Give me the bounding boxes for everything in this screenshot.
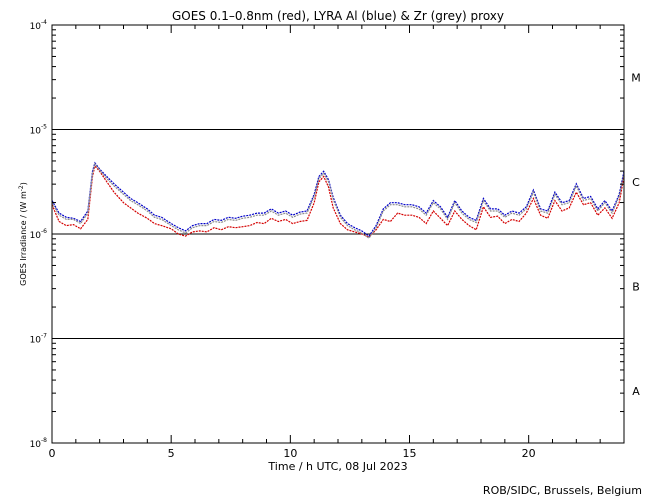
y-tick-base: 10 <box>30 231 42 241</box>
y-tick-exponent: -4 <box>41 19 47 26</box>
x-tick-label: 0 <box>49 447 56 460</box>
flare-class-label: M <box>631 71 641 84</box>
y-tick-exponent: -7 <box>41 333 47 340</box>
x-axis-ticks: 0 5 10 15 20 <box>49 25 625 460</box>
series-group <box>51 161 625 240</box>
series-line-1 <box>51 161 625 237</box>
x-tick-label: 5 <box>168 447 175 460</box>
class-lines <box>52 129 624 339</box>
y-tick-label: 10-5 <box>30 124 48 137</box>
flare-class-label: B <box>632 280 640 293</box>
y-axis-label: GOES Irradiance / (W m-2) <box>18 182 28 286</box>
y-tick-label: 10-6 <box>30 228 48 241</box>
y-tick-base: 10 <box>30 22 42 32</box>
flare-class-label: C <box>632 176 640 189</box>
y-tick-exponent: -5 <box>41 124 47 131</box>
x-tick-label: 10 <box>283 447 297 460</box>
x-tick-label: 20 <box>522 447 536 460</box>
flare-class-label: A <box>632 385 640 398</box>
y-tick-base: 10 <box>30 127 42 137</box>
y-tick-label: 10-7 <box>30 333 48 346</box>
y-tick-base: 10 <box>30 336 42 346</box>
x-tick-label: 15 <box>403 447 417 460</box>
series-line-2 <box>51 162 625 240</box>
y-tick-label: 10-4 <box>30 19 48 32</box>
x-axis-label: Time / h UTC, 08 Jul 2023 <box>267 460 407 473</box>
y-axis-ticks: 10-410-510-610-710-8 <box>30 19 624 450</box>
y-axis-label-main: GOES Irradiance / (W m <box>19 191 28 286</box>
flare-class-labels: M C B A <box>631 71 641 398</box>
y-tick-exponent: -8 <box>41 437 47 444</box>
series-line-0 <box>51 164 625 238</box>
y-axis-label-close: ) <box>19 182 28 185</box>
y-tick-base: 10 <box>30 440 42 450</box>
chart-title: GOES 0.1–0.8nm (red), LYRA Al (blue) & Z… <box>172 9 504 23</box>
credit-text: ROB/SIDC, Brussels, Belgium <box>483 484 642 497</box>
y-tick-exponent: -6 <box>41 228 47 235</box>
y-axis-label-sup: -2 <box>18 185 25 191</box>
y-tick-label: 10-8 <box>30 437 48 450</box>
